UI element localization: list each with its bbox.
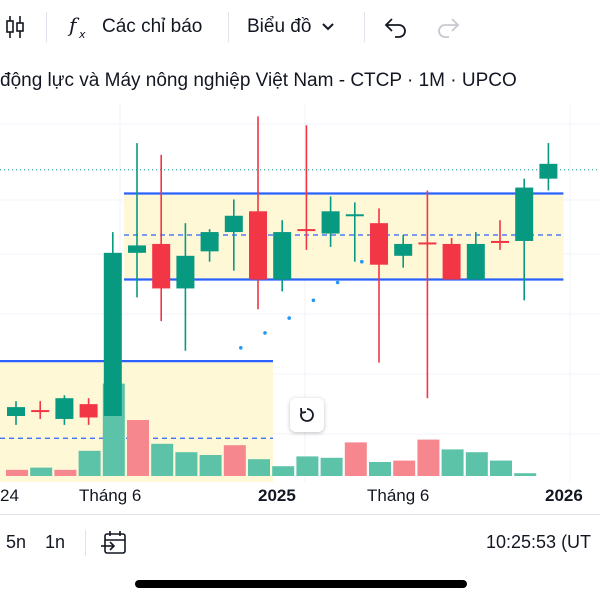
sar-dot [287,316,292,320]
volume-bar [320,457,343,476]
candle-body [152,243,171,289]
sar-dot [263,331,267,335]
chart-title: động lực và Máy nông nghiệp Việt Nam - C… [0,70,517,91]
candle-body [442,243,461,280]
toolbar-divider [364,12,365,42]
range-1n-button[interactable]: 1n [45,532,66,552]
rotate-icon [298,406,316,424]
candle-body [539,163,558,179]
candle-body [103,252,122,416]
volume-bar [223,445,246,476]
volume-bar [296,456,319,476]
candle-body [79,404,98,418]
candle-body [370,223,388,265]
chevron-down-icon [321,22,335,32]
volume-bar [54,469,77,476]
time-axis-label: 2026 [545,486,583,505]
clock-time[interactable]: 10:25:53 (UT [486,532,592,552]
time-axis-label: 24 [0,486,19,505]
candle-body [7,407,25,416]
candlestick-icon[interactable] [4,14,26,40]
redo-icon[interactable] [436,16,460,38]
volume-bar [78,450,101,476]
candle-body [224,215,243,233]
volume-bar [127,420,149,476]
volume-bar [248,459,270,476]
candle-body [273,232,292,280]
sar-dot [239,345,243,350]
candle-body [55,398,74,419]
candle-body [515,187,534,241]
reset-chart-button[interactable] [290,398,324,432]
volume-bar [199,455,222,476]
toolbar-divider [46,12,47,42]
volume-bar [417,439,440,476]
sar-dot [335,280,340,285]
goto-date-icon[interactable] [100,530,128,556]
price-chart[interactable] [0,104,600,482]
sar-dot [360,259,364,264]
time-axis-label: 2025 [258,486,296,505]
volume-bar [514,473,537,476]
candle-body [249,211,267,280]
volume-bar [369,462,391,476]
time-axis-label: Tháng 6 [79,486,142,505]
candle-body [345,214,364,217]
volume-bar [6,469,28,476]
volume-bar [175,452,198,476]
volume-bar [30,467,53,476]
time-axis: 24 Tháng 6 2025 Tháng 6 2026 [0,486,600,510]
undo-icon[interactable] [384,16,408,38]
volume-bar [344,442,367,476]
channel-fill [124,193,564,280]
candle-body [297,229,316,232]
candle-body [200,232,219,252]
time-axis-label: Tháng 6 [367,486,430,505]
chart-type-label: Biểu đồ [247,16,312,37]
bottom-bar: 5n 1n 10:25:53 (UT [0,522,600,564]
range-5n-button[interactable]: 5n [6,532,27,552]
volume-bar [393,460,416,476]
volume-bar [441,449,464,476]
indicators-label: Các chỉ báo [102,16,203,37]
candle-body [491,240,509,243]
volume-bar [272,466,295,476]
volume-bar [151,443,174,476]
candle-body [394,243,413,256]
chart-type-button[interactable]: Biểu đồ [247,0,335,54]
candle-body [321,211,340,234]
volume-bar [490,460,512,476]
toolbar-divider [228,12,229,42]
bottom-divider-vertical [85,530,86,556]
volume-bar [465,452,488,476]
candle-body [176,255,195,289]
candle-body [466,243,485,280]
svg-text:x: x [78,28,86,41]
candle-body [31,410,50,413]
sar-dot [311,298,316,303]
home-indicator [135,580,467,588]
candle-body [128,245,146,253]
bottom-divider [0,514,600,515]
candle-body [418,242,437,245]
